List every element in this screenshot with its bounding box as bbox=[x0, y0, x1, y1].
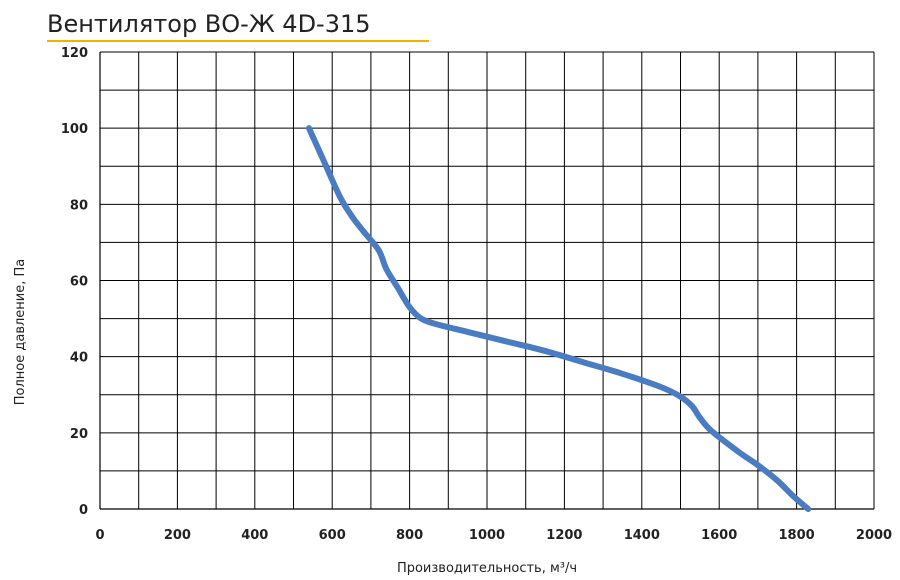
series-line-0 bbox=[305, 125, 812, 512]
y-tick-label: 20 bbox=[70, 427, 88, 442]
x-tick-label: 0 bbox=[95, 528, 104, 543]
y-tick-label: 40 bbox=[70, 351, 88, 366]
x-tick-label: 1000 bbox=[469, 528, 505, 543]
x-tick-label: 2000 bbox=[856, 528, 892, 543]
y-tick-labels: 0 20 40 60 80 100 120 bbox=[61, 46, 88, 518]
x-tick-labels: 0 200 400 600 800 1000 1200 1400 1600 1800 2000 bbox=[95, 528, 892, 543]
x-tick-label: 1800 bbox=[779, 528, 815, 543]
y-tick-label: 80 bbox=[70, 198, 88, 213]
y-tick-label: 100 bbox=[61, 122, 88, 137]
x-tick-label: 600 bbox=[319, 528, 346, 543]
y-tick-label: 0 bbox=[79, 503, 88, 518]
y-axis-title: Полное давление, Па bbox=[13, 259, 28, 406]
y-tick-label: 120 bbox=[61, 46, 88, 61]
chart-title: Вентилятор ВО-Ж 4D-315 bbox=[47, 10, 371, 38]
series-layer bbox=[305, 125, 812, 512]
x-tick-label: 800 bbox=[396, 528, 423, 543]
x-tick-label: 1600 bbox=[701, 528, 737, 543]
y-tick-label: 60 bbox=[70, 275, 88, 290]
x-tick-label: 200 bbox=[164, 528, 191, 543]
x-tick-label: 1200 bbox=[546, 528, 582, 543]
x-axis-title: Производительность, м³/ч bbox=[397, 561, 577, 576]
x-tick-label: 1400 bbox=[624, 528, 660, 543]
title-underline bbox=[47, 40, 429, 42]
x-tick-label: 400 bbox=[241, 528, 268, 543]
grid bbox=[99, 51, 875, 510]
